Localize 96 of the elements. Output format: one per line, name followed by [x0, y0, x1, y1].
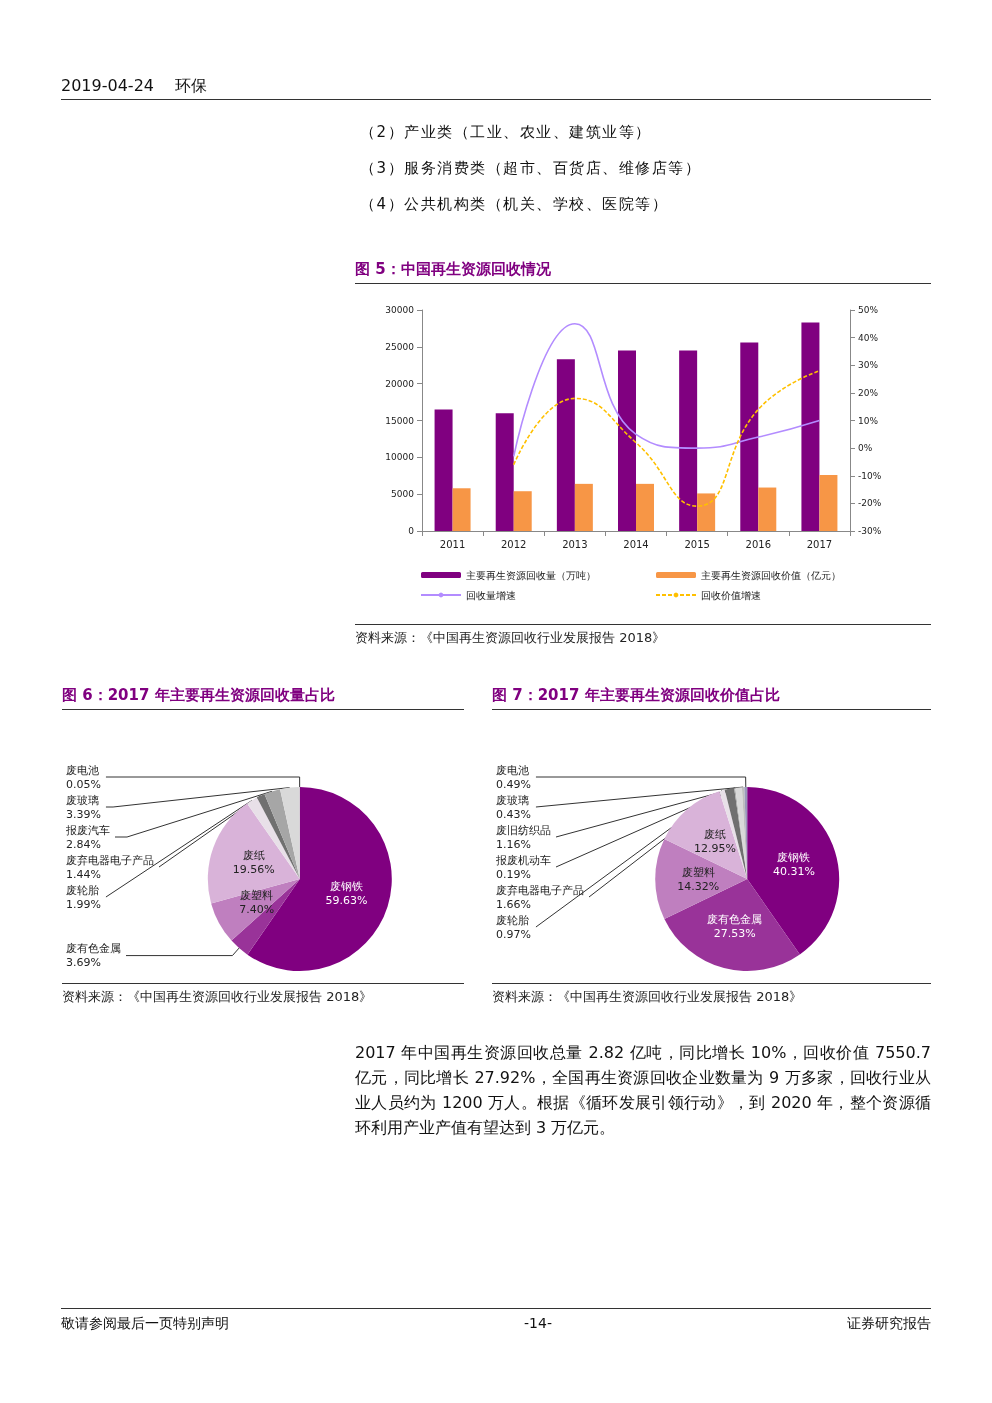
bar — [679, 350, 698, 531]
chart-title: 图 7：2017 年主要再生资源回收价值占比 — [492, 686, 931, 710]
y-tick-label: 10000 — [385, 452, 415, 463]
slice-label: 废电池 — [496, 763, 529, 777]
y-tick-label: 25000 — [385, 341, 415, 352]
slice-label: 废玻璃 — [66, 793, 99, 807]
text: （2）产业类（工业、农业、建筑业等） — [360, 123, 652, 142]
bar — [758, 487, 777, 531]
legend-label: 主要再生资源回收量（万吨） — [466, 569, 596, 581]
slice-label: 废电池 — [66, 763, 99, 777]
data-label: 12.95% — [694, 842, 737, 856]
text: 2019-04-24 — [61, 76, 154, 95]
text: 环保 — [175, 76, 208, 95]
data-label: 0.19% — [496, 867, 531, 881]
slice-label: 废塑料 — [681, 865, 715, 879]
bar — [618, 350, 636, 531]
y-tick-label: 5000 — [391, 489, 415, 500]
y2-tick-label: 40% — [858, 332, 879, 343]
data-label: 3.69% — [66, 956, 101, 970]
data-label: 2.84% — [66, 837, 101, 851]
data-label: 7.40% — [239, 903, 275, 917]
x-tick-label: 2012 — [500, 538, 527, 550]
bar — [697, 493, 716, 531]
text: 资料来源：《中国再生资源回收行业发展报告 2018》 — [492, 983, 931, 1006]
text: （3）服务消费类（超市、百货店、维修店等） — [360, 159, 702, 178]
legend-label: 主要再生资源回收价值（亿元） — [701, 569, 841, 581]
text: 敬请参阅最后一页特别声明 — [61, 1315, 229, 1333]
y2-tick-label: -30% — [858, 526, 882, 536]
text: 资料来源：《中国再生资源回收行业发展报告 2018》 — [355, 624, 931, 647]
slice-label: 报废机动车 — [495, 853, 551, 867]
data-label: 40.31% — [772, 864, 815, 878]
slice-label: 废弃电器电子产品 — [496, 883, 584, 897]
slice-label: 废钢铁 — [777, 850, 811, 864]
data-label: 1.99% — [66, 897, 101, 911]
chart-title: 图 6：2017 年主要再生资源回收量占比 — [62, 686, 464, 710]
y2-tick-label: -20% — [858, 498, 882, 509]
y2-tick-label: 10% — [858, 415, 879, 426]
slice-label: 废旧纺织品 — [496, 823, 551, 837]
data-label: 14.32% — [677, 879, 720, 893]
y-tick-label: 20000 — [385, 378, 415, 389]
x-tick-label: 2013 — [562, 538, 588, 550]
y2-tick-label: -10% — [858, 470, 882, 481]
data-label: 0.05% — [66, 777, 101, 791]
data-label: 1.16% — [496, 837, 531, 851]
slice-label: 废钢铁 — [330, 880, 364, 894]
x-tick-label: 2014 — [623, 538, 649, 550]
bar — [452, 488, 471, 531]
text: （4）公共机构类（机关、学校、医院等） — [360, 195, 669, 214]
slice-label: 废有色金属 — [66, 942, 121, 956]
x-tick-label: 2015 — [684, 538, 710, 550]
slice-label: 废轮胎 — [66, 883, 99, 897]
slice-label: 废纸 — [242, 848, 265, 862]
data-label: 0.49% — [496, 777, 531, 791]
text: 2017 年中国再生资源回收总量 2.82 亿吨，同比增长 10%，回收价值 7550.7 亿元，同比增长 27.92%，全国再生资源回收企业数量为 9 万多家，回收行业从业人员约为 1200 万人。根据《循环发展引领行动》，到 2020 年，整个资源循环利用产业产值有望达到 3 万亿元。 — [355, 1042, 931, 1139]
slice-label: 废塑料 — [240, 889, 274, 903]
data-label: 0.43% — [496, 807, 531, 821]
legend-label: 回收价值增速 — [701, 589, 761, 601]
slice-label: 废轮胎 — [496, 913, 529, 927]
line-series — [512, 323, 821, 458]
slice-label: 废玻璃 — [496, 793, 529, 807]
legend-label: 回收量增速 — [466, 589, 516, 601]
y2-tick-label: 0% — [858, 443, 873, 454]
x-tick-label: 2011 — [439, 538, 466, 550]
slice-label: 废弃电器电子产品 — [66, 853, 154, 867]
data-label: 3.39% — [66, 807, 101, 821]
y-tick-label: 15000 — [385, 415, 415, 426]
bar — [434, 409, 453, 531]
data-label: 59.63% — [325, 894, 368, 908]
data-label: 1.66% — [496, 897, 531, 911]
data-label: 1.44% — [66, 867, 101, 881]
y2-tick-label: 20% — [858, 387, 879, 398]
bar — [495, 413, 514, 531]
data-label: 0.97% — [496, 927, 531, 941]
x-tick-label: 2017 — [806, 538, 833, 550]
bar — [819, 475, 838, 531]
data-label: 27.53% — [713, 926, 756, 940]
y-tick-label: 30000 — [385, 305, 415, 315]
bar — [636, 483, 654, 531]
x-tick-label: 2016 — [745, 538, 772, 550]
text: 证券研究报告 — [846, 1315, 931, 1333]
bar — [556, 359, 575, 531]
data-label: 19.56% — [232, 862, 275, 876]
slice-label: 废纸 — [704, 828, 727, 842]
y-tick-label: 0 — [408, 526, 415, 536]
text: -14- — [524, 1315, 552, 1333]
bar — [801, 322, 820, 531]
slice-label: 报废汽车 — [65, 823, 110, 837]
y2-tick-label: 30% — [858, 360, 879, 371]
y2-tick-label: 50% — [858, 305, 879, 315]
bar — [513, 491, 532, 531]
slice-label: 废有色金属 — [707, 912, 763, 926]
line-series — [512, 369, 821, 507]
chart-title: 图 5：中国再生资源回收情况 — [355, 260, 931, 284]
bar — [740, 342, 759, 531]
bar — [574, 483, 593, 531]
text: 资料来源：《中国再生资源回收行业发展报告 2018》 — [62, 983, 464, 1006]
